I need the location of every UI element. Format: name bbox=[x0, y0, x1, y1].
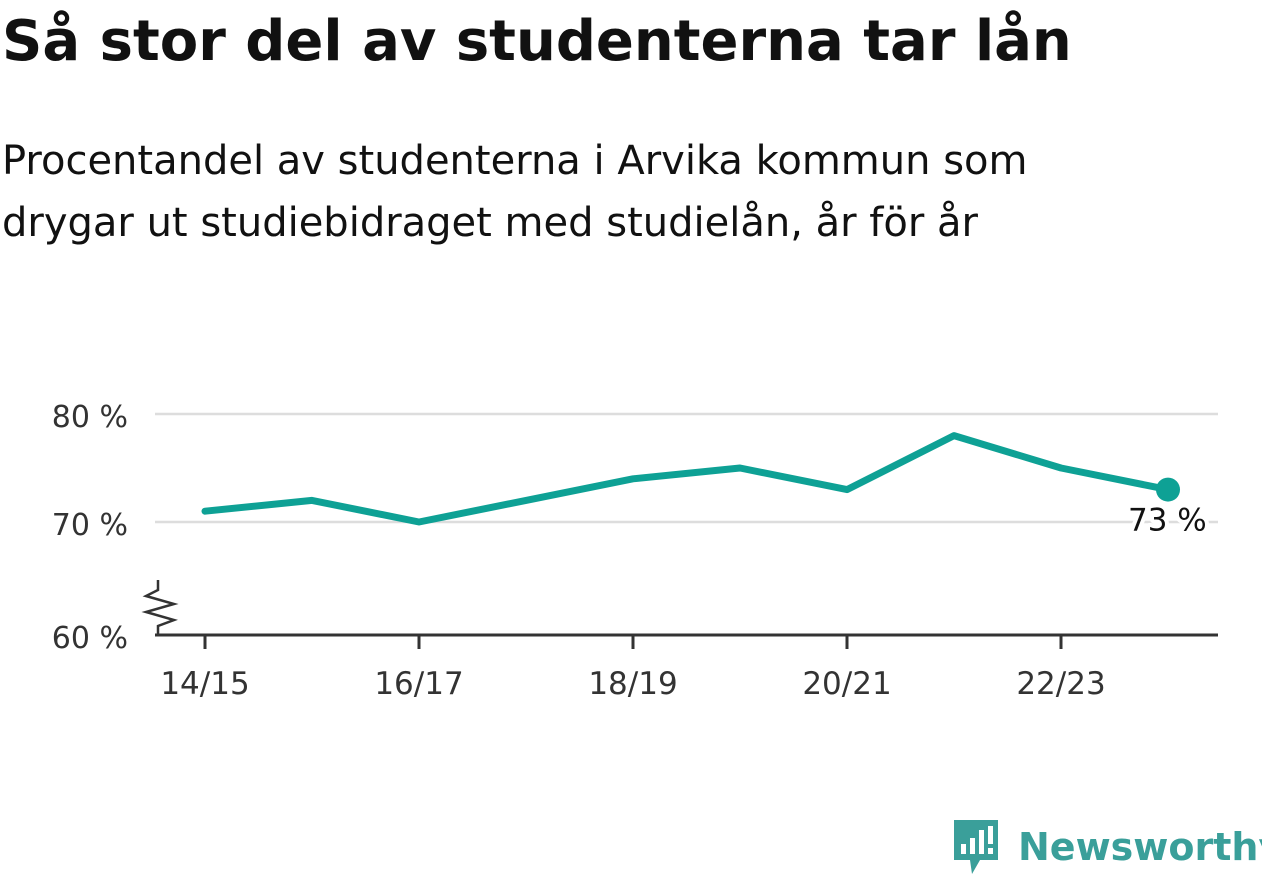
chart-subtitle: Procentandel av studenterna i Arvika kom… bbox=[2, 138, 1028, 246]
brand-logo: Newsworthy bbox=[950, 816, 1262, 878]
end-point-marker bbox=[1156, 477, 1180, 502]
x-axis bbox=[141, 580, 1218, 649]
y-axis-labels: 60 % 70 % 80 % bbox=[52, 400, 128, 656]
x-tick-label: 14/15 bbox=[160, 666, 249, 702]
x-tick-label: 16/17 bbox=[374, 666, 463, 702]
brand-name: Newsworthy bbox=[1018, 825, 1262, 869]
series-layer bbox=[201, 432, 1180, 526]
x-tick-label: 18/19 bbox=[588, 666, 677, 702]
y-tick-label: 70 % bbox=[52, 508, 128, 543]
x-tick-label: 22/23 bbox=[1016, 666, 1105, 702]
newsworthy-logo-icon bbox=[954, 820, 998, 874]
end-value-label: 73 % bbox=[1128, 503, 1207, 539]
x-axis-labels: 14/15 16/17 18/19 20/21 22/23 bbox=[160, 666, 1105, 702]
y-tick-label: 80 % bbox=[52, 400, 128, 435]
chart-title: Så stor del av studenterna tar lån bbox=[2, 9, 1072, 74]
data-labels: 73 %73 % bbox=[1124, 499, 1211, 543]
series-line bbox=[201, 432, 1172, 526]
axis-break-symbol bbox=[141, 580, 179, 636]
y-tick-label: 60 % bbox=[52, 621, 128, 656]
gridlines bbox=[155, 412, 1218, 524]
x-tick-label: 20/21 bbox=[802, 666, 891, 702]
end-value-label-halo: 73 % bbox=[1128, 503, 1207, 539]
